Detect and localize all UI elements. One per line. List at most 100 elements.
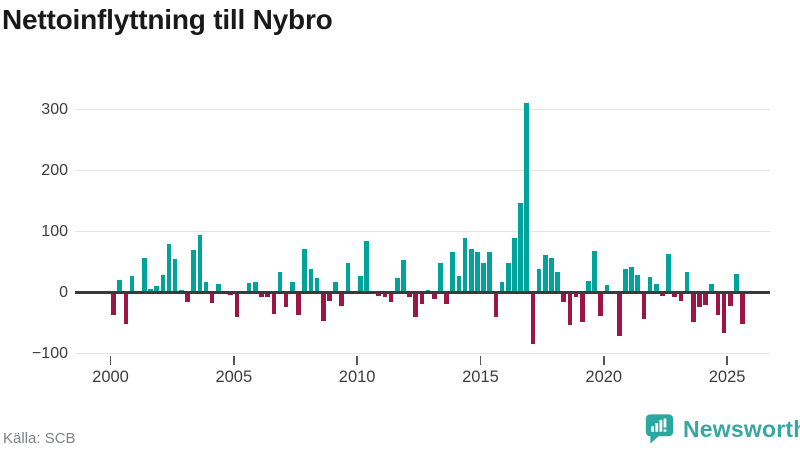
bar-2017q4 <box>549 257 554 293</box>
bar-2007q3 <box>296 292 301 316</box>
bar-2000q1 <box>111 292 116 316</box>
gridline-200 <box>75 170 770 171</box>
bar-2013q2 <box>438 262 443 293</box>
bar-2003q3 <box>197 234 203 293</box>
bar-2005q1 <box>234 292 240 317</box>
bar-2022q1 <box>653 283 659 293</box>
bar-2018q3 <box>567 292 573 326</box>
bar-2007q2 <box>290 281 295 293</box>
bar-2010q2 <box>364 240 369 293</box>
bar-2016q1 <box>505 263 511 293</box>
x-axis-label-2025: 2025 <box>708 368 746 386</box>
bar-2020q4 <box>623 269 628 293</box>
newsworthy-wordmark: Newsworthy <box>683 415 800 442</box>
bar-2008q1 <box>308 269 314 293</box>
bar-2007q4 <box>302 249 307 293</box>
bar-2023q3 <box>690 292 696 322</box>
bar-2003q2 <box>191 249 196 293</box>
bar-2004q1 <box>209 292 215 304</box>
bar-2019q2 <box>586 280 591 293</box>
bar-2024q1 <box>703 292 708 306</box>
bar-2015q4 <box>499 281 505 293</box>
bar-2014q4 <box>475 251 480 293</box>
bar-2022q4 <box>672 292 678 298</box>
bar-2002q1 <box>160 275 166 293</box>
bar-2002q2 <box>166 243 172 293</box>
bar-2010q4 <box>376 292 382 296</box>
bar-2009q3 <box>345 262 351 293</box>
bar-2023q4 <box>697 292 702 307</box>
bar-2000q4 <box>129 276 135 293</box>
bar-2011q1 <box>382 292 388 298</box>
bar-2008q2 <box>314 278 320 293</box>
bar-2008q3 <box>320 292 326 321</box>
bar-2014q1 <box>456 276 462 293</box>
x-axis-tick-2005 <box>233 356 235 365</box>
y-axis-label-0: 0 <box>59 283 68 301</box>
y-axis-label--100: −100 <box>31 344 68 362</box>
bar-2015q2 <box>487 251 493 293</box>
bar-2011q4 <box>401 260 406 293</box>
bar-2015q3 <box>493 292 499 317</box>
bar-2013q1 <box>431 292 437 299</box>
x-axis-tick-2020 <box>603 356 605 365</box>
newsworthy-icon <box>644 412 675 446</box>
bar-2018q1 <box>555 271 560 293</box>
bar-2014q2 <box>462 238 468 293</box>
bar-2000q2 <box>117 279 122 293</box>
bar-2011q3 <box>394 278 400 293</box>
x-axis-label-2010: 2010 <box>338 368 376 386</box>
bar-2023q2 <box>684 272 690 293</box>
bar-2003q4 <box>203 281 209 293</box>
x-axis-tick-2010 <box>356 356 358 365</box>
bar-2020q1 <box>604 284 610 293</box>
bar-2024q3 <box>715 292 721 316</box>
bar-2013q4 <box>450 252 456 293</box>
bar-2006q3 <box>271 292 277 315</box>
bar-2017q1 <box>530 292 536 345</box>
bar-2021q4 <box>647 277 653 293</box>
bar-2010q1 <box>357 276 363 293</box>
bar-2020q3 <box>616 292 622 337</box>
bar-2016q3 <box>518 203 523 293</box>
bar-2018q4 <box>573 292 579 298</box>
bar-2016q2 <box>512 237 517 293</box>
bar-2011q2 <box>388 292 394 302</box>
newsworthy-logo: Newsworthy <box>644 411 800 447</box>
bar-2012q1 <box>407 292 412 298</box>
bar-2006q2 <box>265 292 270 298</box>
x-axis-label-2005: 2005 <box>215 368 253 386</box>
bar-2002q3 <box>172 258 178 293</box>
bar-2006q4 <box>277 271 283 293</box>
bar-2015q1 <box>481 263 486 293</box>
bar-2025q2 <box>734 273 739 293</box>
x-axis-label-2015: 2015 <box>462 368 499 386</box>
bar-2007q1 <box>283 292 289 307</box>
x-axis-label-2020: 2020 <box>585 368 623 386</box>
source-note: Källa: SCB <box>3 430 76 447</box>
bar-2024q2 <box>709 283 715 293</box>
gridline-300 <box>75 109 770 110</box>
x-axis-label-2000: 2000 <box>92 368 129 386</box>
bar-2000q3 <box>123 292 129 325</box>
x-axis-tick-2000 <box>109 356 112 365</box>
bar-2003q1 <box>185 292 190 303</box>
x-axis-tick-2025 <box>726 356 728 365</box>
gridline--100 <box>75 353 770 354</box>
bar-2019q4 <box>598 292 604 316</box>
bar-2025q1 <box>728 292 733 306</box>
bar-2025q3 <box>740 292 745 325</box>
bar-2021q3 <box>641 292 647 320</box>
bar-2012q2 <box>413 292 419 317</box>
bar-2009q2 <box>339 292 344 306</box>
bar-2021q1 <box>629 267 634 293</box>
bar-2016q4 <box>524 103 530 293</box>
bar-2022q2 <box>660 292 665 296</box>
bar-2014q3 <box>468 249 474 293</box>
bar-2008q4 <box>327 292 332 302</box>
bar-2019q1 <box>579 292 585 322</box>
bar-2005q4 <box>253 281 258 293</box>
bar-2017q2 <box>536 268 542 293</box>
page-title: Nettoinflyttning till Nybro <box>2 4 333 35</box>
bar-2023q1 <box>678 292 684 302</box>
